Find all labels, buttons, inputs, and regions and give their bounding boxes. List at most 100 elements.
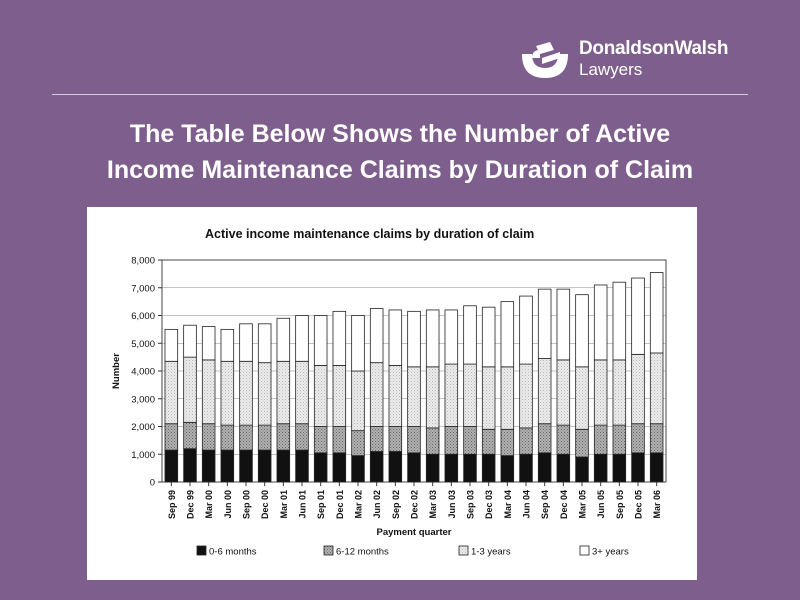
bar-segment [239, 424, 253, 451]
x-tick-label: Jun 05 [596, 490, 606, 519]
bar-segment [369, 362, 384, 427]
bar-segment [369, 308, 384, 364]
bar-segment [444, 426, 459, 455]
x-tick-label: Sep 05 [615, 490, 625, 519]
bar-segment [593, 359, 608, 426]
bar-segment [593, 424, 608, 455]
header-divider [52, 94, 748, 95]
x-tick-label: Mar 02 [354, 490, 364, 519]
legend-swatch [323, 545, 334, 556]
legend-label: 1-3 years [471, 547, 511, 558]
bar-segment [313, 365, 328, 427]
x-tick-label: Mar 04 [503, 490, 513, 519]
x-tick-label: Mar 01 [279, 490, 289, 519]
x-tick-label: Sep 03 [466, 490, 476, 519]
bar-segment [444, 309, 459, 365]
bar-segment [239, 360, 253, 426]
stacked-bar-chart: Active income maintenance claims by dura… [111, 227, 667, 558]
y-tick-label: 0 [150, 478, 155, 489]
bar-segment [407, 366, 421, 427]
bar-segment [649, 272, 664, 354]
bar-segment [519, 295, 533, 365]
x-tick-label: Mar 05 [578, 490, 588, 519]
bar-segment [313, 452, 328, 483]
bar-segment [556, 424, 571, 455]
slide-title-line-1: The Table Below Shows the Number of Acti… [129, 120, 671, 148]
bar-segment [313, 315, 328, 366]
bar-segment [276, 423, 291, 451]
bar-segment [444, 453, 459, 483]
x-tick-label: Sep 01 [316, 490, 326, 519]
x-tick-label: Dec 04 [559, 490, 569, 519]
legend-swatch [579, 545, 590, 556]
x-tick-label: Mar 00 [204, 490, 214, 519]
x-tick-label: Mar 06 [652, 490, 662, 519]
bar-segment [351, 315, 365, 372]
slide-title-line-2: Income Maintenance Claims by Duration of… [106, 156, 694, 184]
y-tick-label: 7,000 [131, 283, 155, 294]
bar-segment [369, 426, 384, 452]
bar-segment [425, 453, 440, 483]
bar-segment [631, 353, 645, 425]
bar-segment [164, 449, 179, 483]
bar-segment [649, 352, 664, 425]
bar-segment [444, 363, 459, 427]
bar-segment [537, 358, 552, 425]
bar-segment [425, 366, 440, 429]
legend-swatch [458, 545, 469, 556]
bar-segment [500, 455, 515, 483]
bar-segment [649, 423, 664, 454]
bar-segment [351, 455, 365, 483]
x-axis-label: Payment quarter [377, 527, 452, 538]
legend-swatch [196, 545, 207, 556]
chart-panel: Active income maintenance claims by dura… [87, 207, 697, 580]
bar-segment [593, 284, 608, 361]
legend-label: 3+ years [592, 547, 629, 558]
bar-segment [631, 452, 645, 483]
y-tick-label: 5,000 [131, 339, 155, 350]
bar-segment [183, 324, 197, 358]
x-tick-label: Sep 02 [391, 490, 401, 519]
x-tick-label: Jun 04 [522, 490, 532, 519]
bar-segment [220, 449, 235, 483]
bar-segment [332, 365, 347, 427]
legend-label: 0-6 months [209, 547, 257, 558]
bar-segment [649, 452, 664, 483]
brand-subtitle: Lawyers [579, 60, 643, 79]
bar-segment [164, 360, 179, 425]
bar-segment [201, 359, 216, 425]
bar-segment [295, 360, 309, 425]
bar-segment [295, 315, 309, 362]
bar-segment [631, 423, 645, 454]
y-tick-label: 3,000 [131, 394, 155, 405]
bar-segment [575, 428, 589, 458]
bar-segment [519, 363, 533, 429]
x-tick-label: Sep 00 [242, 490, 252, 519]
bar-segment [351, 430, 365, 457]
bar-segment [612, 453, 627, 483]
bar-segment [556, 288, 571, 361]
bar-segment [220, 328, 235, 362]
brand-name: DonaldsonWalsh [579, 38, 729, 59]
y-tick-label: 4,000 [131, 367, 155, 378]
x-tick-label: Jun 01 [298, 490, 308, 519]
bar-segment [164, 328, 179, 362]
bar-segment [239, 449, 253, 483]
bar-segment [537, 423, 552, 454]
bar-segment [575, 456, 589, 483]
legend-label: 6-12 months [336, 547, 389, 558]
x-tick-label: Dec 03 [484, 490, 494, 519]
bar-segment [463, 426, 477, 455]
bar-segment [332, 426, 347, 454]
x-tick-label: Jun 02 [372, 490, 382, 519]
bar-segment [575, 366, 589, 430]
bar-segment [332, 310, 347, 366]
y-tick-label: 6,000 [131, 311, 155, 322]
bar-segment [556, 453, 571, 483]
bar-segment [612, 359, 627, 426]
bar-segment [631, 277, 645, 355]
bar-segment [201, 423, 216, 451]
bar-segment [183, 448, 197, 483]
bar-segment [257, 449, 272, 483]
bar-segment [407, 310, 421, 368]
